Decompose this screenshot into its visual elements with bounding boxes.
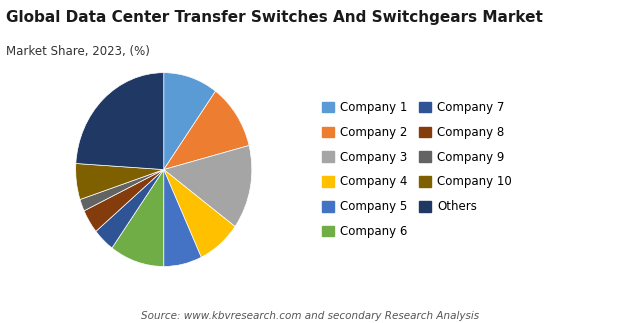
Wedge shape xyxy=(164,91,249,170)
Wedge shape xyxy=(164,170,202,266)
Text: Global Data Center Transfer Switches And Switchgears Market: Global Data Center Transfer Switches And… xyxy=(6,10,543,25)
Text: Source: www.kbvresearch.com and secondary Research Analysis: Source: www.kbvresearch.com and secondar… xyxy=(141,311,479,321)
Wedge shape xyxy=(164,73,216,170)
Wedge shape xyxy=(164,145,252,226)
Wedge shape xyxy=(84,170,164,231)
Wedge shape xyxy=(76,163,164,200)
Text: Market Share, 2023, (%): Market Share, 2023, (%) xyxy=(6,45,150,58)
Wedge shape xyxy=(112,170,164,266)
Legend: Company 1, Company 2, Company 3, Company 4, Company 5, Company 6, Company 7, Com: Company 1, Company 2, Company 3, Company… xyxy=(319,98,515,242)
Wedge shape xyxy=(80,170,164,211)
Wedge shape xyxy=(164,170,235,257)
Wedge shape xyxy=(76,73,164,170)
Wedge shape xyxy=(96,170,164,248)
